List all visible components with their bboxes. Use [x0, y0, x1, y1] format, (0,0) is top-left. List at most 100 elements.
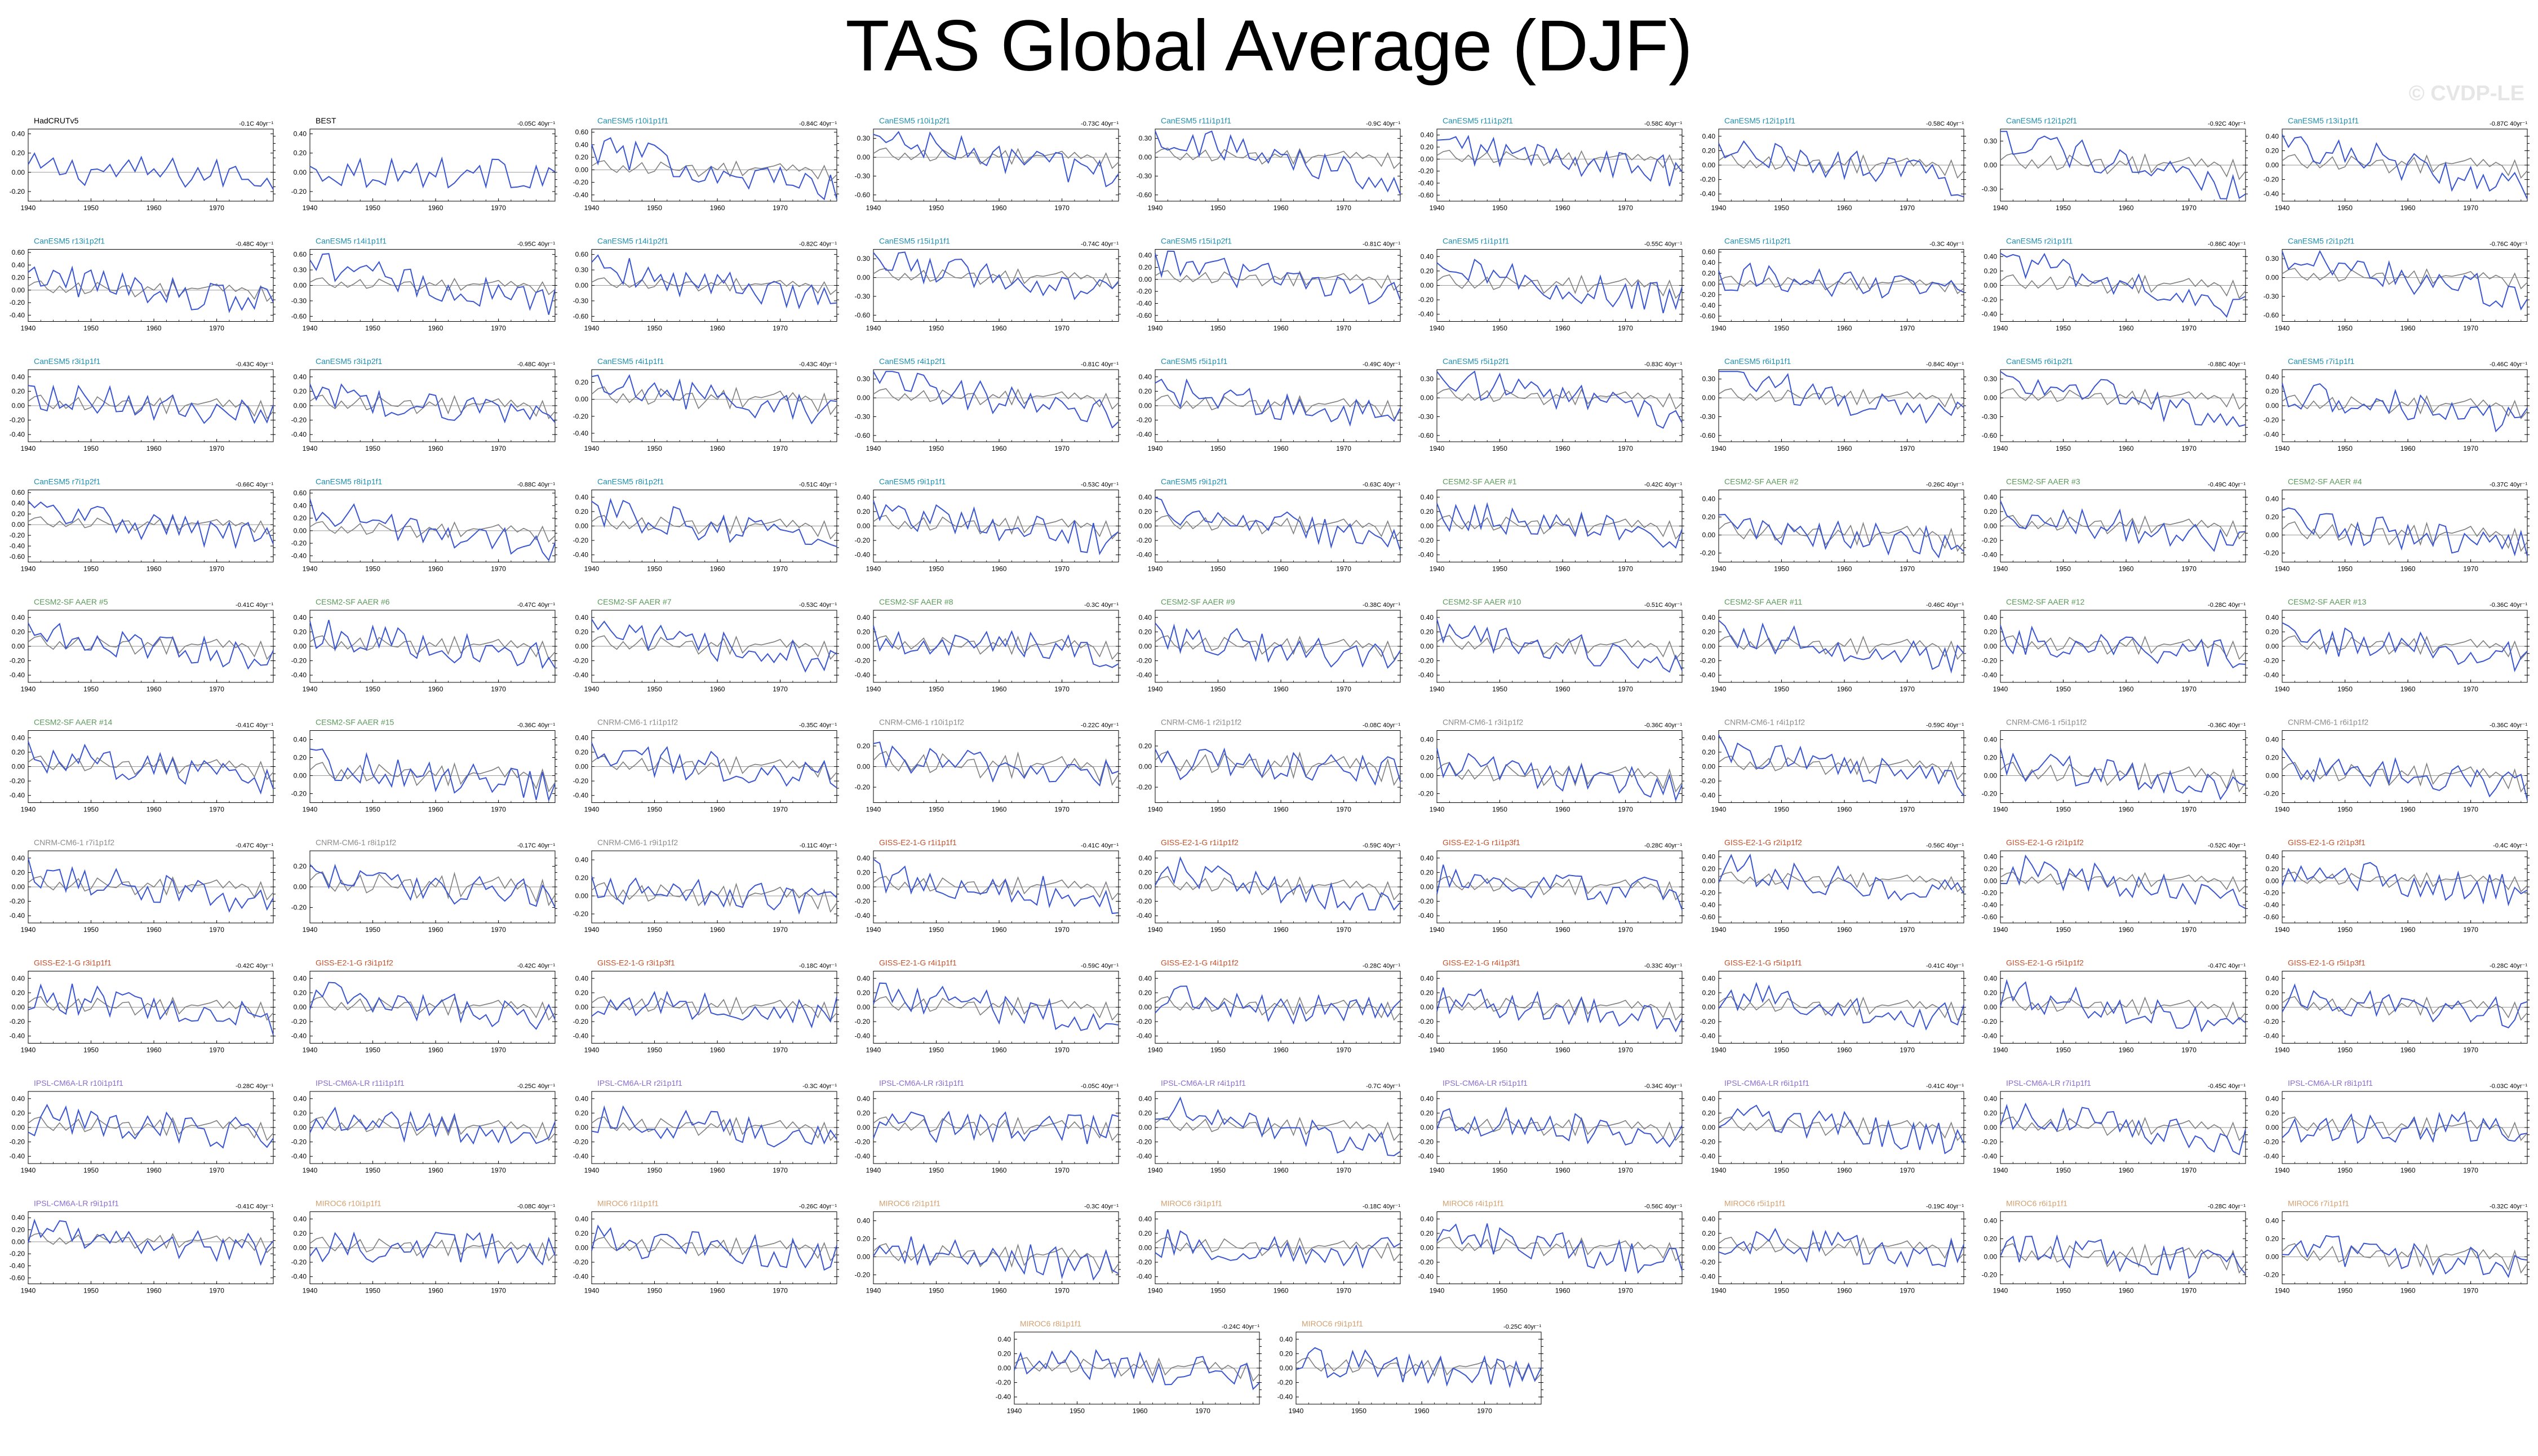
x-tick-label: 1950 — [1492, 1166, 1507, 1174]
trend-label: -0.36C 40yr⁻¹ — [517, 722, 555, 729]
y-tick-label: 0.00 — [294, 282, 307, 290]
panel: GISS-E2-1-G r1i1p1f1 -0.41C 40yr⁻¹ 0.40 0.2… — [855, 838, 1121, 934]
trend-label: -0.86C 40yr⁻¹ — [2208, 241, 2246, 248]
y-tick-label: 0.20 — [1984, 1109, 1998, 1117]
x-tick-label: 1950 — [2337, 445, 2353, 452]
y-tick-label: -0.60 — [1137, 191, 1152, 199]
y-tick-label: 0.00 — [294, 168, 307, 176]
x-tick-label: 1950 — [1774, 445, 1789, 452]
x-tick-label: 1960 — [710, 445, 725, 452]
panel-title: GISS-E2-1-G r3i1p1f1 — [34, 958, 112, 967]
panel-title: CanESM5 r14i1p2f1 — [597, 237, 668, 246]
y-tick-label: 0.20 — [1139, 989, 1152, 997]
x-tick-label: 1940 — [1430, 204, 1445, 212]
x-tick-label: 1960 — [147, 926, 162, 934]
x-tick-label: 1940 — [1148, 926, 1163, 934]
y-tick-label: 0.00 — [857, 153, 871, 161]
series-line — [2282, 134, 2528, 199]
y-tick-label: 0.00 — [1984, 642, 1998, 650]
panel: CanESM5 r12i1p2f1 -0.92C 40yr⁻¹ 0.30 0.00 -0… — [1982, 116, 2248, 212]
x-tick-label: 1970 — [1054, 806, 1070, 814]
plot-frame — [591, 369, 837, 442]
x-tick-label: 1940 — [866, 806, 881, 814]
y-tick-label: 0.20 — [1421, 628, 1434, 636]
x-tick-label: 1970 — [1054, 204, 1070, 212]
series-line — [28, 1218, 274, 1266]
y-tick-label: -0.40 — [573, 429, 589, 437]
x-tick-label: 1960 — [710, 806, 725, 814]
trend-label: -0.41C 40yr⁻¹ — [1926, 1083, 1964, 1090]
x-tick-label: 1950 — [2337, 204, 2353, 212]
obs-reference-line — [28, 1232, 274, 1254]
y-tick-label: 0.30 — [575, 266, 589, 274]
y-tick-label: -0.40 — [1418, 1032, 1434, 1040]
y-tick-label: 0.20 — [1139, 387, 1152, 395]
panel-title: CESM2-SF AAER #9 — [1161, 597, 1235, 606]
panel: CESM2-SF AAER #14 -0.41C 40yr⁻¹ 0.40 0.20 0.… — [10, 718, 276, 814]
x-tick-label: 1960 — [147, 445, 162, 452]
y-tick-label: 0.40 — [1702, 259, 1716, 267]
x-tick-label: 1950 — [1492, 204, 1507, 212]
y-tick-label: -0.20 — [1700, 1138, 1716, 1146]
panel-title: IPSL-CM6A-LR r5i1p1f1 — [1443, 1078, 1528, 1087]
panel: IPSL-CM6A-LR r2i1p1f1 -0.3C 40yr⁻¹ 0.40 0.2… — [573, 1078, 839, 1174]
obs-reference-line — [2000, 388, 2246, 410]
panel-title: CNRM-CM6-1 r6i1p1f2 — [2288, 718, 2368, 727]
x-tick-label: 1960 — [992, 1166, 1007, 1174]
y-tick-label: -0.40 — [1700, 1152, 1716, 1160]
x-tick-label: 1970 — [773, 1166, 788, 1174]
y-tick-label: 0.40 — [575, 974, 589, 982]
trend-label: -0.56C 40yr⁻¹ — [1926, 842, 1964, 849]
x-tick-label: 1970 — [1618, 685, 1633, 693]
trend-label: -0.28C 40yr⁻¹ — [2208, 602, 2246, 609]
x-tick-label: 1970 — [773, 806, 788, 814]
x-tick-label: 1940 — [1430, 565, 1445, 573]
y-tick-label: 0.00 — [1421, 772, 1434, 780]
y-tick-label: -0.40 — [1137, 551, 1152, 559]
x-tick-label: 1970 — [1336, 685, 1351, 693]
panel: GISS-E2-1-G r4i1p3f1 -0.33C 40yr⁻¹ 0.40 0.2… — [1418, 958, 1684, 1054]
y-tick-label: -0.20 — [1418, 296, 1434, 304]
y-tick-label: 0.60 — [12, 489, 25, 496]
y-tick-label: 0.40 — [12, 614, 25, 622]
x-tick-label: 1970 — [1336, 565, 1351, 573]
trend-label: -0.42C 40yr⁻¹ — [1644, 482, 1682, 489]
y-tick-label: 0.00 — [12, 642, 25, 650]
x-tick-label: 1970 — [1336, 204, 1351, 212]
series-line — [2000, 747, 2246, 801]
y-tick-label: 0.20 — [1702, 748, 1716, 756]
series-line — [873, 1111, 1119, 1144]
y-tick-label: 0.00 — [575, 642, 589, 650]
series-line — [1436, 259, 1683, 314]
plot-frame — [2282, 730, 2528, 803]
y-tick-label: 0.00 — [1702, 877, 1716, 885]
x-tick-label: 1950 — [1492, 926, 1507, 934]
x-tick-label: 1950 — [1210, 806, 1226, 814]
y-tick-label: 0.30 — [1139, 135, 1152, 143]
y-tick-label: -0.40 — [1418, 551, 1434, 559]
trend-label: -0.59C 40yr⁻¹ — [1926, 722, 1964, 729]
series-line — [28, 1103, 274, 1149]
x-tick-label: 1940 — [303, 1287, 318, 1295]
y-tick-label: 0.00 — [12, 402, 25, 410]
y-tick-label: -0.40 — [1418, 310, 1434, 318]
panel-title: CanESM5 r7i1p1f1 — [2288, 357, 2355, 366]
y-tick-label: 0.00 — [857, 763, 871, 771]
trend-label: -0.53C 40yr⁻¹ — [1081, 482, 1119, 489]
y-tick-label: -0.60 — [855, 191, 871, 199]
series-line — [1719, 371, 1964, 424]
series-line — [591, 742, 837, 788]
trend-label: -0.42C 40yr⁻¹ — [517, 963, 555, 970]
series-line — [591, 1224, 837, 1271]
y-tick-label: -0.40 — [10, 671, 25, 679]
y-tick-label: 0.20 — [294, 754, 307, 762]
x-tick-label: 1940 — [21, 1287, 36, 1295]
series-line — [1436, 864, 1683, 910]
y-tick-label: -0.40 — [1982, 1152, 1998, 1160]
x-tick-label: 1940 — [303, 806, 318, 814]
trend-label: -0.26C 40yr⁻¹ — [799, 1204, 837, 1210]
y-tick-label: 0.40 — [1139, 251, 1152, 259]
x-tick-label: 1970 — [1336, 1046, 1351, 1054]
panel: CNRM-CM6-1 r7i1p1f2 -0.47C 40yr⁻¹ 0.40 0.20… — [10, 838, 276, 934]
x-tick-label: 1940 — [1711, 685, 1727, 693]
